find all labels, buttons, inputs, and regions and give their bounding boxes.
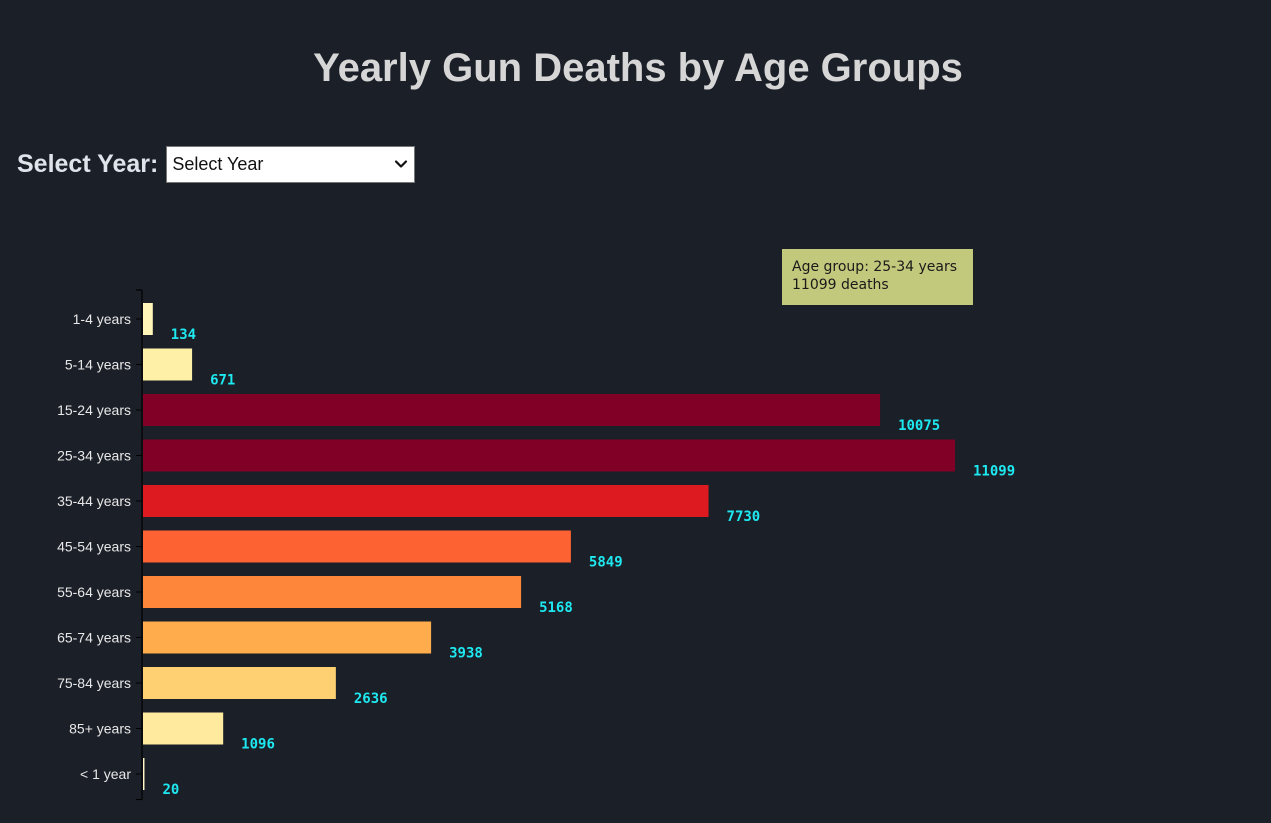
tooltip-age-group: Age group: 25-34 years [792,259,958,275]
bar-value-label: 1096 [241,737,275,753]
bar-value-label: 10075 [898,418,940,434]
chevron-down-icon [395,160,408,168]
y-tick-label: 1-4 years [73,311,131,327]
y-tick-label: 5-14 years [65,357,131,373]
year-select-label: Select Year: [17,150,159,178]
bar-value-label: 3938 [449,646,483,662]
y-tick-label: 35-44 years [57,493,131,509]
y-tick-label: 15-24 years [57,402,131,418]
y-tick-label: 85+ years [69,721,131,737]
y-tick-label: 55-64 years [57,584,131,600]
bar[interactable] [143,667,336,699]
y-tick-label: 75-84 years [57,675,131,691]
year-select-value: Select Year [172,154,264,174]
year-select[interactable]: Select Year [166,146,416,183]
y-tick-label: 65-74 years [57,630,131,646]
y-tick-label: 25-34 years [57,448,131,464]
bar[interactable] [143,348,193,381]
bar-value-label: 5849 [589,555,623,571]
bar[interactable] [143,303,153,335]
bar-value-label: 20 [162,782,179,798]
y-tick-label: < 1 year [80,766,131,782]
bar[interactable] [143,439,955,472]
bar-value-label: 671 [210,373,235,389]
bar[interactable] [143,621,432,654]
bar-value-label: 134 [171,327,196,343]
bar[interactable] [143,485,709,517]
bar[interactable] [143,530,571,563]
page-title: Yearly Gun Deaths by Age Groups [313,46,963,90]
bar[interactable] [143,576,522,608]
year-filter: Select Year: Select Year [17,146,416,183]
bar[interactable] [143,758,145,790]
bar[interactable] [143,394,881,426]
bar-value-label: 2636 [354,691,388,707]
y-tick-label: 45-54 years [57,539,131,555]
bar-value-label: 5168 [539,600,573,616]
bar[interactable] [143,712,224,745]
bar-value-label: 11099 [973,464,1015,480]
chart-tooltip: Age group: 25-34 years 11099 deaths [782,249,973,305]
tooltip-deaths: 11099 deaths [792,277,889,293]
bar-value-label: 7730 [727,509,761,525]
